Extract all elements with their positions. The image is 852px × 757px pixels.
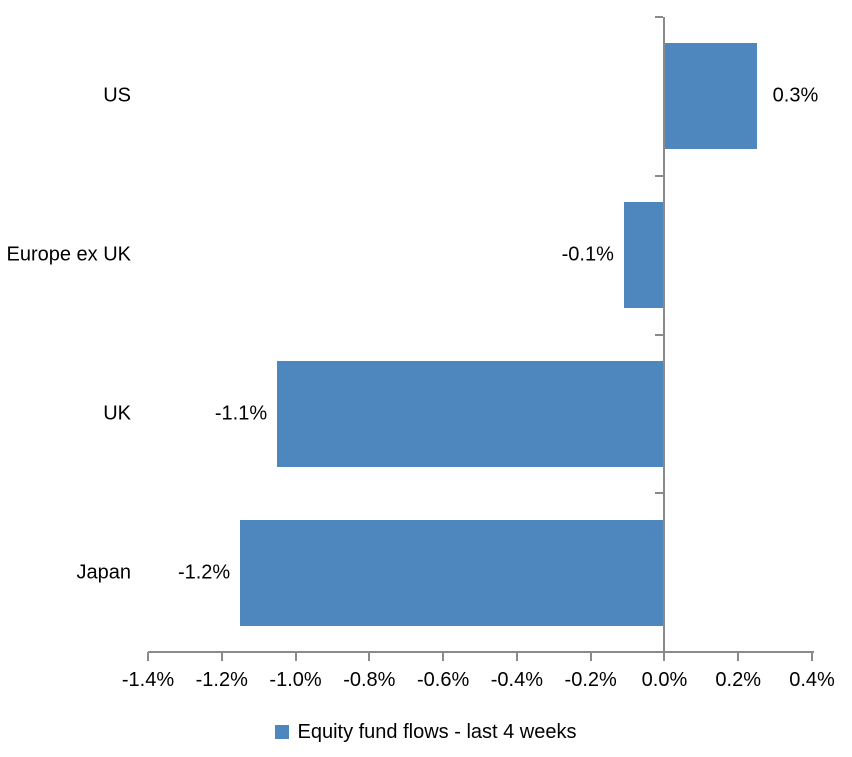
bar-europe-ex-uk xyxy=(623,202,665,309)
value-label-japan: -1.2% xyxy=(177,561,231,584)
category-label-us: US xyxy=(103,84,131,107)
y-tick xyxy=(655,16,664,18)
y-tick xyxy=(655,174,664,177)
x-tick-label-0-2: 0.2% xyxy=(715,669,762,691)
bar-japan xyxy=(240,519,665,626)
category-label-uk: UK xyxy=(103,402,131,425)
x-tick xyxy=(368,652,371,661)
x-axis-line xyxy=(148,651,814,653)
x-tick xyxy=(737,652,740,661)
x-tick xyxy=(442,652,445,661)
value-label-europe-ex-uk: -0.1% xyxy=(561,243,614,266)
x-tick-label-0-2: -0.2% xyxy=(564,669,617,691)
x-tick xyxy=(663,652,666,661)
value-label-us: 0.3% xyxy=(772,84,819,107)
bar-us xyxy=(664,43,757,150)
x-tick xyxy=(589,652,592,661)
legend-label: Equity fund flows - last 4 weeks xyxy=(297,720,577,743)
x-tick xyxy=(294,652,297,661)
value-label-uk: -1.1% xyxy=(214,402,268,425)
x-tick-label-1-4: -1.4% xyxy=(121,669,175,691)
bar-uk xyxy=(277,360,665,467)
x-tick xyxy=(515,652,518,661)
y-axis-line xyxy=(663,17,666,652)
x-tick-label-1-0: -1.0% xyxy=(269,669,322,691)
y-tick xyxy=(655,492,664,495)
x-tick-label-0-4: 0.4% xyxy=(789,669,835,691)
x-tick xyxy=(220,652,223,661)
x-tick xyxy=(811,652,813,661)
legend-swatch-icon xyxy=(275,725,290,739)
y-tick xyxy=(655,333,664,336)
x-tick-label-0-4: -0.4% xyxy=(490,669,543,691)
legend: Equity fund flows - last 4 weeks xyxy=(0,718,852,746)
category-label-europe-ex-uk: Europe ex UK xyxy=(6,243,131,266)
x-tick-label-0-8: -0.8% xyxy=(343,669,396,691)
x-tick-label-0-0: 0.0% xyxy=(641,669,688,691)
category-label-japan: Japan xyxy=(76,561,132,584)
x-tick-label-0-6: -0.6% xyxy=(416,669,470,691)
x-tick-label-1-2: -1.2% xyxy=(195,669,248,691)
x-tick xyxy=(147,652,149,661)
